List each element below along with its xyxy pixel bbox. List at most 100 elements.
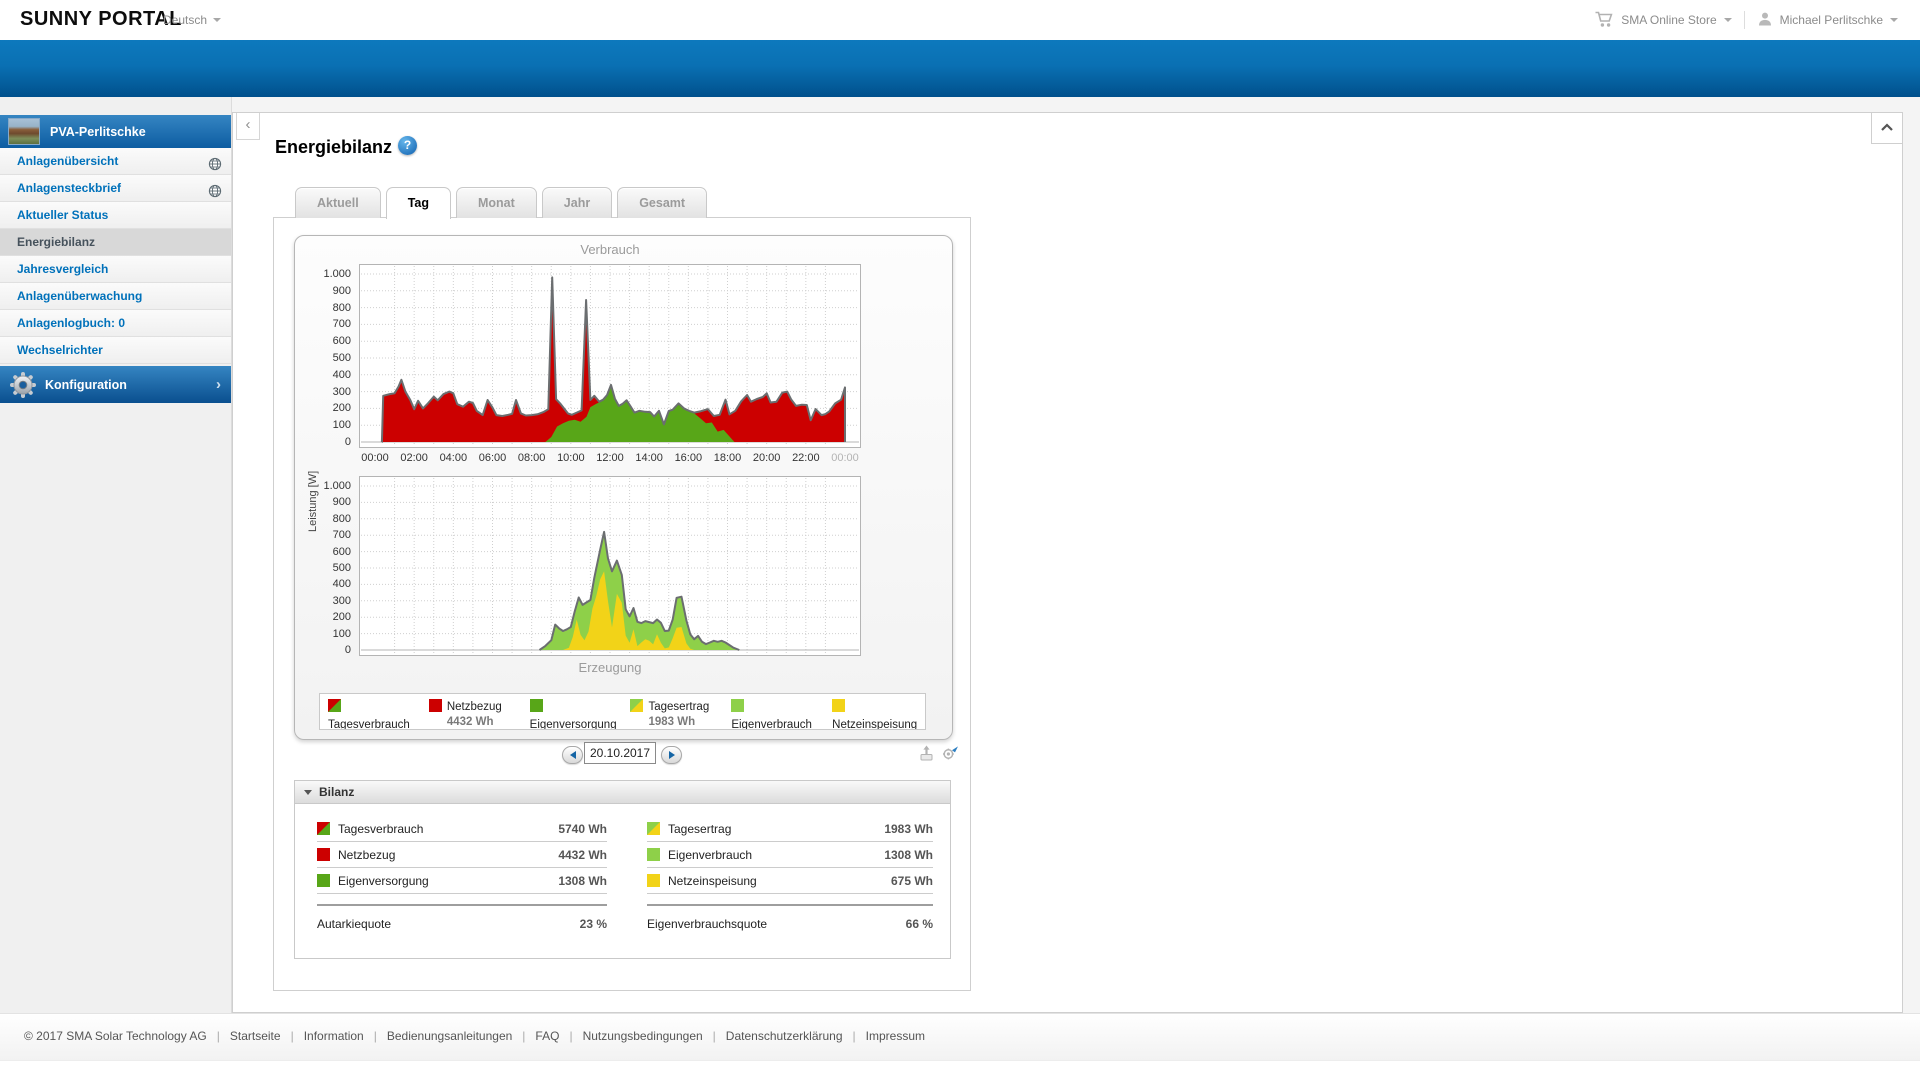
sidebar-item-2[interactable]: Anlagensteckbrief <box>0 175 231 202</box>
bilanz-value: 4432 Wh <box>558 847 607 862</box>
sidebar-item-label: Anlagenübersicht <box>17 154 119 168</box>
divider: | <box>216 1029 220 1043</box>
help-icon[interactable]: ? <box>398 136 417 155</box>
sidebar-item-8[interactable]: Wechselrichter <box>0 337 231 364</box>
scroll-top-button[interactable] <box>1871 112 1903 144</box>
sidebar-item-3[interactable]: Aktueller Status <box>0 202 231 229</box>
divider: | <box>712 1029 716 1043</box>
chart-title-erzeugung: Erzeugung <box>578 660 642 675</box>
tab-gesamt[interactable]: Gesamt <box>617 187 708 218</box>
legend-label: Tagesertrag <box>648 701 710 713</box>
globe-icon <box>208 154 222 171</box>
bilanz-value: 1308 Wh <box>884 847 933 862</box>
y-tick-label: 1.000 <box>323 480 351 492</box>
bilanz-value: 1308 Wh <box>558 873 607 888</box>
content-panel: ‹ Energiebilanz ? Aktuell Tag Monat Jahr Ges… <box>232 112 1903 1013</box>
arrow-left-icon <box>569 751 576 759</box>
chevron-down-icon <box>1890 18 1898 22</box>
tab-jahr[interactable]: Jahr <box>541 187 613 218</box>
y-tick-label: 800 <box>332 301 351 314</box>
footer-link-bedienungsanleitungen[interactable]: Bedienungsanleitungen <box>386 1029 513 1043</box>
tab-monat[interactable]: Monat <box>455 187 537 218</box>
export-diagram-icon[interactable] <box>918 744 935 767</box>
legend-label: Tagesverbrauch <box>328 719 410 729</box>
sidebar-item-konfiguration[interactable]: Konfiguration › <box>0 366 231 403</box>
sidebar-item-1[interactable]: Anlagenübersicht <box>0 148 231 175</box>
legend-swatch <box>529 699 543 712</box>
triangle-down-icon <box>304 789 312 795</box>
footer-link-nutzungsbedingungen[interactable]: Nutzungsbedingungen <box>582 1029 703 1043</box>
date-input[interactable] <box>584 742 656 764</box>
arrow-right-icon <box>668 751 675 759</box>
bilanz-row: Netzbezug 4432 Wh <box>317 842 607 868</box>
divider: | <box>522 1029 526 1043</box>
y-tick-label: 0 <box>344 436 351 448</box>
page-title: Energiebilanz <box>275 137 393 157</box>
x-tick-label: 06:00 <box>478 452 507 464</box>
bilanz-section: Bilanz Tagesverbrauch 5740 Wh Netzbezug 443… <box>294 780 951 959</box>
globe-icon <box>208 181 222 198</box>
tab-aktuell[interactable]: Aktuell <box>295 187 381 218</box>
bilanz-row: Eigenverbrauch 1308 Wh <box>647 842 933 868</box>
x-tick-label: 10:00 <box>557 452 585 464</box>
bilanz-header[interactable]: Bilanz <box>294 780 951 803</box>
bilanz-swatch <box>647 822 660 835</box>
sidebar-item-5[interactable]: Jahresvergleich <box>0 256 231 283</box>
user-menu[interactable]: Michael Perlitschke <box>1757 11 1898 30</box>
footer-link-impressum[interactable]: Impressum <box>865 1029 925 1043</box>
diagram-settings-icon[interactable] <box>941 744 959 767</box>
bilanz-label: Tagesertrag <box>668 821 732 836</box>
tab-content-panel: Verbrauch 1.000 900 800 700 600 500 400 300 200 1… <box>273 217 971 991</box>
tab-tag[interactable]: Tag <box>385 187 451 219</box>
sidebar-item-4[interactable]: Energiebilanz <box>0 229 231 256</box>
bilanz-label: Netzbezug <box>338 847 396 862</box>
language-selector[interactable]: Deutsch <box>163 13 222 27</box>
autarkiequote-value: 23 % <box>579 917 607 931</box>
y-tick-label: 600 <box>332 335 351 348</box>
x-tick-label: 12:00 <box>596 452 624 464</box>
y-tick-label: 300 <box>332 594 351 607</box>
bilanz-row: Eigenversorgung 1308 Wh <box>317 868 607 894</box>
x-tick-label: 18:00 <box>713 452 742 464</box>
legend-swatch <box>630 699 644 712</box>
chevron-up-icon <box>1880 119 1894 137</box>
banner <box>0 40 1920 97</box>
brand-logo[interactable]: SUNNY PORTAL <box>20 8 182 30</box>
divider <box>317 904 607 906</box>
previous-day-button[interactable] <box>562 746 583 764</box>
legend-label: Eigenversorgung <box>529 719 617 729</box>
y-tick-label: 100 <box>332 627 351 640</box>
top-right-menus: SMA Online Store Michael Perlitschke <box>1594 0 1898 40</box>
divider: | <box>290 1029 294 1043</box>
sidebar-item-label: Wechselrichter <box>17 343 103 357</box>
bilanz-title: Bilanz <box>319 785 355 799</box>
footer-link-datenschutzerklärung[interactable]: Datenschutzerklärung <box>725 1029 843 1043</box>
plant-header[interactable]: PVA-Perlitschke <box>0 115 231 148</box>
legend-label: Eigenverbrauch <box>731 719 812 729</box>
bilanz-swatch <box>647 874 660 887</box>
legend-item: Netzbezug 4432 Wh <box>421 694 522 729</box>
legend-value: 1983 Wh <box>648 716 696 728</box>
bilanz-value: 1983 Wh <box>884 821 933 836</box>
collapse-sidebar-button[interactable]: ‹ <box>236 113 260 140</box>
sidebar-item-6[interactable]: Anlagenüberwachung <box>0 283 231 310</box>
y-tick-label: 700 <box>332 529 351 542</box>
sidebar-item-7[interactable]: Anlagenlogbuch: 0 <box>0 310 231 337</box>
y-tick-label: 400 <box>332 368 351 381</box>
online-store-label: SMA Online Store <box>1621 13 1717 27</box>
footer-link-information[interactable]: Information <box>303 1029 364 1043</box>
y-tick-label: 900 <box>332 496 351 509</box>
y-tick-label: 400 <box>332 578 351 591</box>
footer-link-startseite[interactable]: Startseite <box>229 1029 281 1043</box>
footer-link-faq[interactable]: FAQ <box>535 1029 560 1043</box>
cart-icon <box>1594 10 1614 31</box>
bilanz-left-column: Tagesverbrauch 5740 Wh Netzbezug 4432 Wh Eig… <box>317 816 607 894</box>
online-store-menu[interactable]: SMA Online Store <box>1594 10 1732 31</box>
next-day-button[interactable] <box>661 746 682 764</box>
x-tick-label: 14:00 <box>635 452 663 464</box>
konfiguration-label: Konfiguration <box>45 377 127 392</box>
eigenverbrauchsquote-row: Eigenverbrauchsquote 66 % <box>647 917 933 931</box>
